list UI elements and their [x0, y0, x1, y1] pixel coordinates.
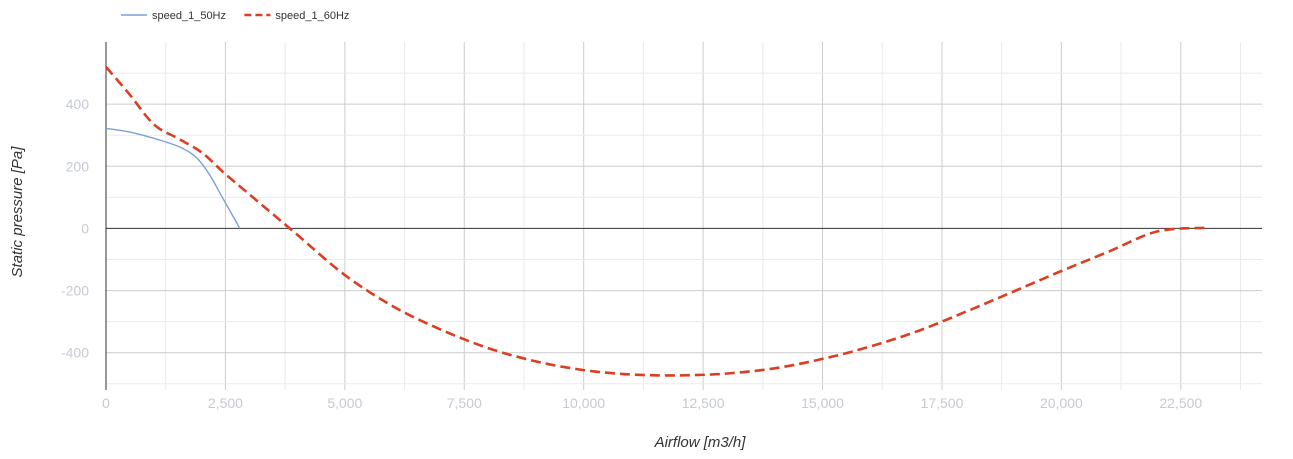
y-tick-label: -400: [61, 345, 89, 361]
x-tick-label: 17,500: [921, 395, 964, 411]
x-tick-label: 7,500: [447, 395, 482, 411]
series-line-speed-1-60hz: [105, 66, 1205, 377]
series-layer: [105, 66, 1205, 377]
x-tick-label: 12,500: [682, 395, 725, 411]
x-tick-label: 10,000: [562, 395, 605, 411]
x-tick-label: 22,500: [1159, 395, 1202, 411]
legend-label: speed_1_60Hz: [275, 10, 349, 22]
y-tick-label: 0: [81, 220, 89, 236]
x-tick-label: 5,000: [327, 395, 362, 411]
legend-label: speed_1_50Hz: [152, 10, 226, 22]
y-tick-label: 200: [66, 158, 90, 174]
series-line-speed-1-50hz: [105, 127, 241, 229]
legend: speed_1_50Hz speed_1_60Hz: [121, 10, 349, 22]
grid-layer: [106, 42, 1262, 390]
y-axis-title: Static pressure [Pa]: [9, 146, 26, 278]
x-tick-label: 20,000: [1040, 395, 1083, 411]
tick-label-layer: 0 2,500 5,000 7,500 10,000 12,500 15,000 17,500…: [61, 96, 1202, 411]
x-axis-title: Airflow [m3/h]: [654, 434, 747, 451]
x-tick-label: 2,500: [208, 395, 243, 411]
y-tick-label: -200: [61, 283, 89, 299]
axes-layer: [105, 42, 1262, 390]
y-tick-label: 400: [66, 96, 90, 112]
x-tick-label: 15,000: [801, 395, 844, 411]
x-tick-label: 0: [102, 395, 110, 411]
